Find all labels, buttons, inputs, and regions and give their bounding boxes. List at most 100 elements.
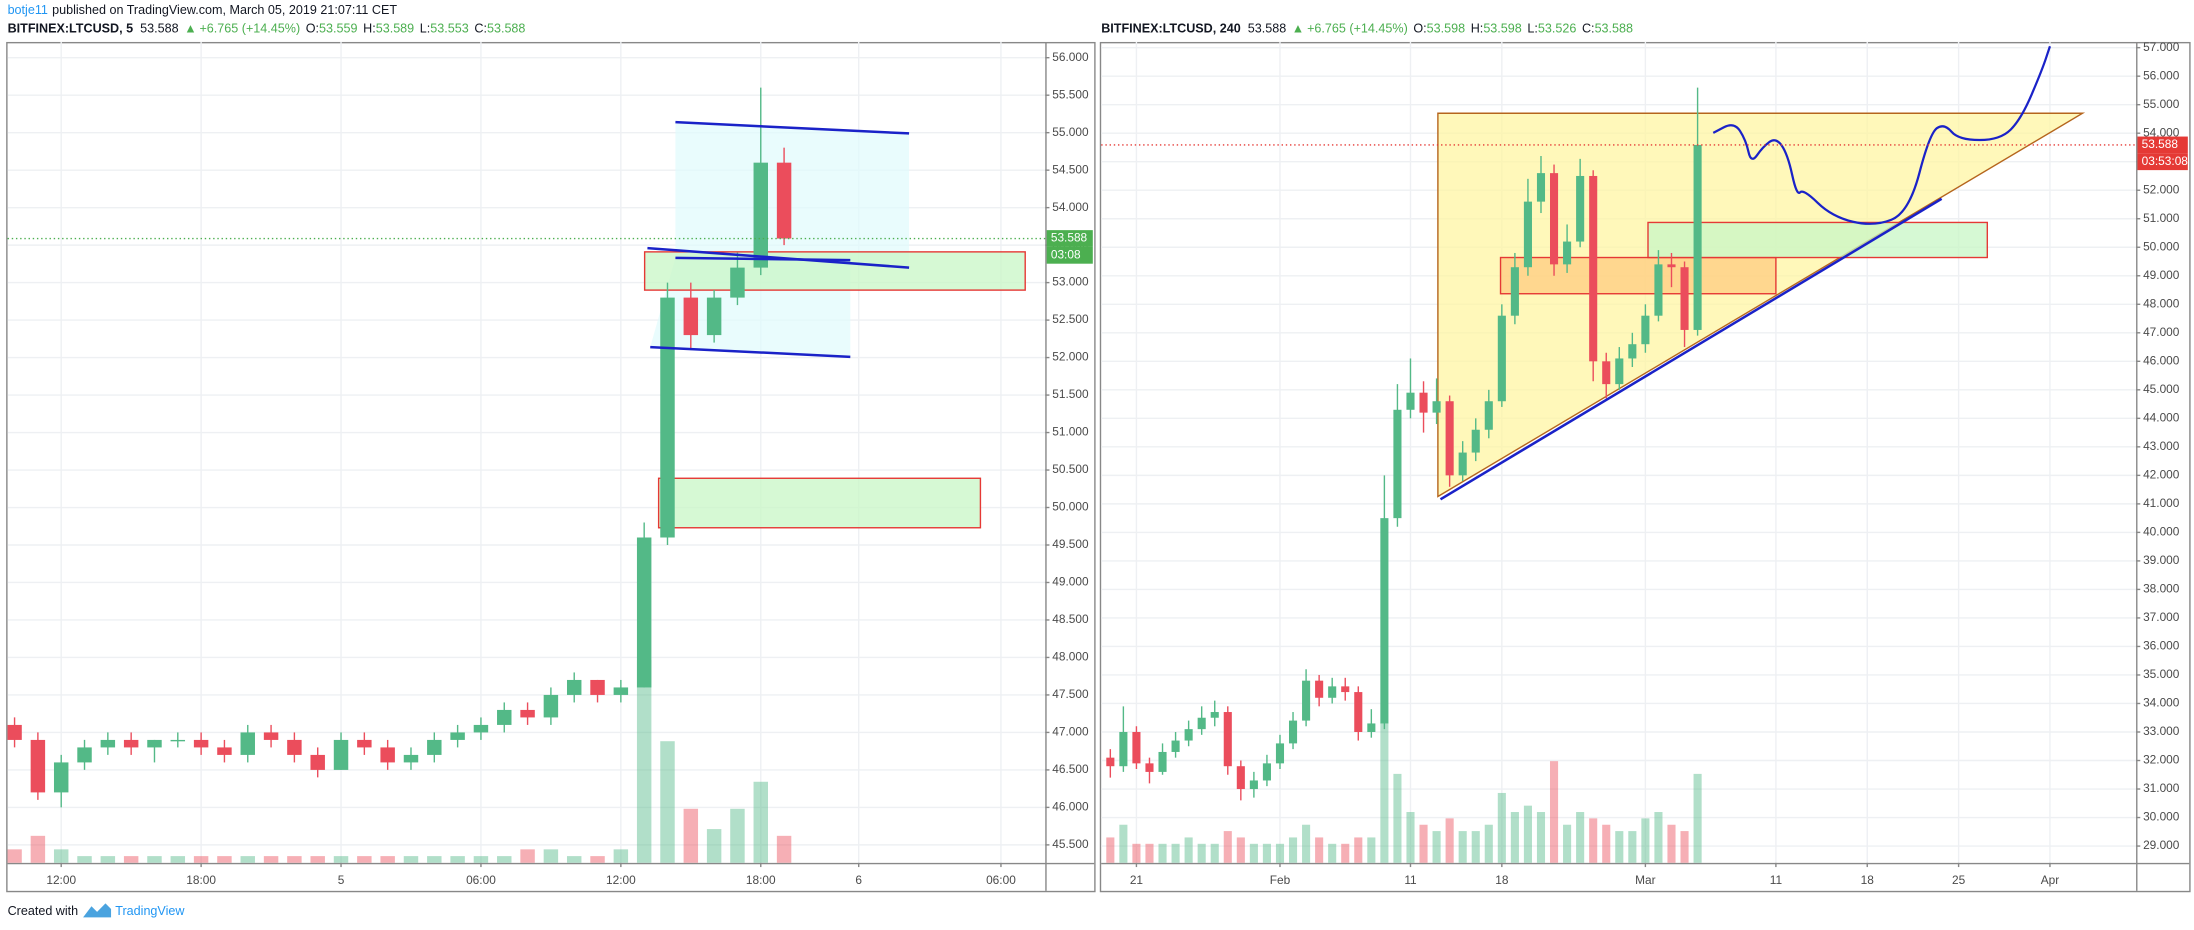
candle-body [1249,780,1258,790]
volume-bar [660,741,675,863]
candle-body [1615,358,1624,385]
ohlc-value: 53.589 [376,22,414,36]
volume-bar [1471,831,1480,863]
volume-bar [1641,818,1650,863]
y-tick-label: 29.000 [2143,838,2180,852]
ohlc-value: 53.598 [1427,22,1465,36]
y-tick-label: 30.000 [2143,810,2180,824]
candle-body [240,732,255,755]
volume-bar [1171,843,1180,863]
candle-body [1302,680,1311,721]
publish-header: botje11 published on TradingView.com, Mar… [8,4,398,18]
volume-bar [1406,812,1415,863]
x-tick-label: Apr [2041,873,2060,887]
candle-body [1236,766,1245,790]
publish-text: published on TradingView.com, March 05, … [52,4,397,18]
volume-bar [1223,831,1232,863]
candle-body [683,297,699,336]
y-tick-label: 48.500 [1052,612,1089,626]
y-tick-label: 39.000 [2143,553,2180,567]
symbol-title: BITFINEX:LTCUSD, 240 [1101,22,1241,36]
volume-bar [1158,843,1167,863]
x-tick-label: 11 [1770,873,1783,887]
author: botje11 [8,4,48,18]
volume-bar [613,849,629,863]
plot-area [1106,45,2086,863]
volume-bar [30,835,46,863]
x-tick-label: 18 [1495,873,1509,887]
y-tick-label: 33.000 [2143,724,2180,738]
y-tick-label: 48.000 [2143,296,2180,310]
volume-bar [1210,843,1219,863]
candle-body [1693,144,1702,330]
y-tick-label: 34.000 [2143,696,2180,710]
y-tick-label: 50.000 [2143,239,2180,253]
candle-body [403,754,419,763]
candle-body [1315,680,1324,698]
volume-bar [1549,761,1559,863]
volume-bar [497,856,512,863]
y-tick-label: 44.000 [2143,410,2180,424]
volume-bar [1419,824,1428,863]
candle-body [170,739,186,742]
y-tick-label: 42.000 [2143,468,2180,482]
x-tick-label: 21 [1130,873,1144,887]
candle-body [1380,518,1389,724]
y-tick-label: 56.000 [1052,50,1089,64]
forecast-curve [1712,45,2052,225]
candle-body [333,739,349,770]
ohlc-label: L: [1527,22,1538,36]
symbol-title: BITFINEX:LTCUSD, 5 [8,22,134,36]
candle-body [7,724,22,740]
x-tick-label: 5 [338,873,345,887]
candle-body [1523,201,1532,268]
y-tick-label: 31.000 [2143,781,2180,795]
ohlc-value: 53.526 [1538,22,1576,36]
candle-body [590,679,605,695]
y-tick-label: 47.500 [1052,687,1089,701]
y-tick-label: 54.500 [1052,162,1089,176]
y-tick-label: 48.000 [1052,650,1089,664]
volume-bar [380,856,395,863]
volume-bar [1393,773,1402,863]
volume-bar [1328,843,1337,863]
zone-rect [1647,221,1989,259]
volume-bar [427,856,442,863]
candle-body [1158,751,1167,772]
ohlc-value: 53.559 [319,22,357,36]
candle-body [1288,720,1298,744]
y-tick-label: 45.500 [1052,837,1089,851]
change: +6.765 (+14.45%) [1307,22,1408,36]
candle-body [1328,686,1337,698]
candle-body [263,732,279,740]
volume-bar [1680,831,1689,863]
y-tick-label: 52.000 [1052,350,1089,364]
brand-logo [83,903,112,918]
zone-rect [657,477,982,529]
candle-body [636,537,652,688]
ohlc-value: 53.598 [1483,22,1521,36]
candle-body [1497,315,1506,402]
volume-bar [1341,843,1350,863]
volume-bar [1380,723,1389,863]
candle-body [380,747,395,763]
y-tick-label: 55.500 [1052,87,1089,101]
candle-body [30,739,46,793]
volume-bar [1262,843,1271,863]
footer: Created with [8,904,79,918]
volume-bar [473,856,489,863]
candle-body [1406,392,1415,410]
x-tick-label: 11 [1404,873,1417,887]
candle-body [730,267,745,298]
volume-bar [123,856,139,863]
ohlc-label: C: [474,22,487,36]
change: +6.765 (+14.45%) [199,22,300,36]
candle-body [1510,267,1519,316]
footer-brand[interactable]: TradingView [115,904,185,918]
candle-body [1184,729,1193,741]
countdown-box [2137,153,2188,171]
last-price-box [2137,136,2188,154]
y-tick-label: 52.000 [2143,182,2180,196]
x-tick-label: 06:00 [986,873,1016,887]
y-tick-label: 47.000 [2143,325,2180,339]
